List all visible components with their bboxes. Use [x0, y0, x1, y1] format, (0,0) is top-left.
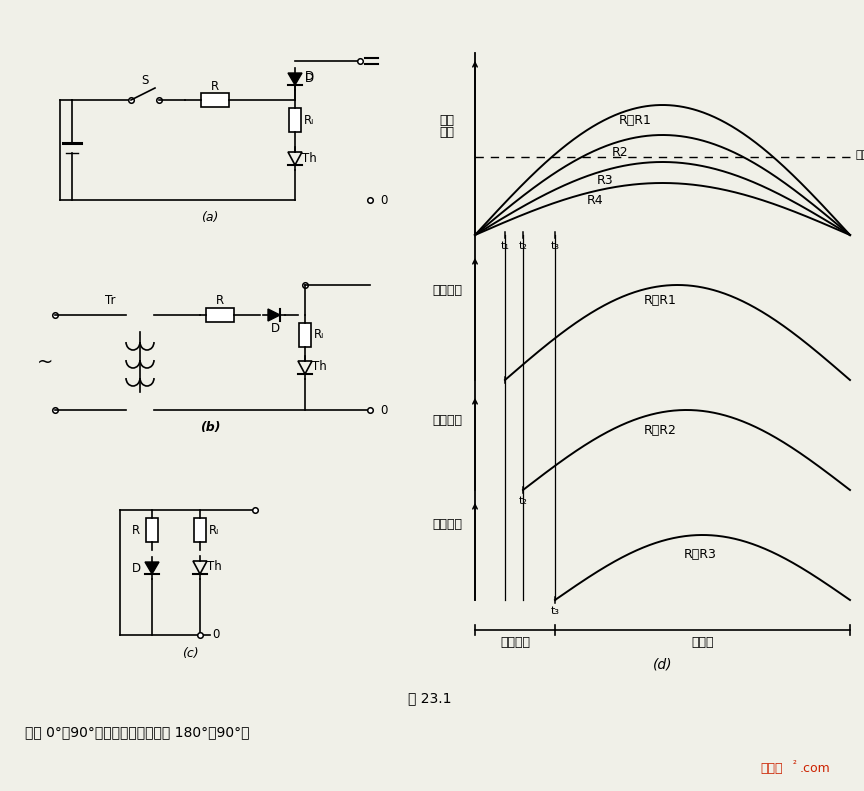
- Text: 围为 0°～90°，电流流通的角度为 180°～90°。: 围为 0°～90°，电流流通的角度为 180°～90°。: [25, 725, 250, 739]
- Text: t₂: t₂: [518, 496, 527, 506]
- Text: t₁: t₁: [500, 241, 510, 251]
- Text: R2: R2: [612, 146, 628, 160]
- Text: t₃: t₃: [550, 606, 560, 616]
- Text: Rₗ: Rₗ: [209, 524, 219, 536]
- Text: R: R: [216, 294, 224, 308]
- Text: Rₗ: Rₗ: [314, 328, 324, 342]
- Text: Th: Th: [206, 561, 221, 573]
- Bar: [206, 308, 234, 322]
- Polygon shape: [268, 309, 280, 321]
- Text: D: D: [304, 71, 314, 85]
- Text: .com: .com: [800, 762, 831, 774]
- Bar: [194, 518, 206, 542]
- Text: 负载电流: 负载电流: [432, 518, 462, 532]
- Text: R3: R3: [597, 173, 613, 187]
- Text: (d): (d): [652, 658, 672, 672]
- Bar: [201, 93, 229, 107]
- Bar: [299, 323, 311, 347]
- Text: 负载电流: 负载电流: [432, 414, 462, 426]
- Text: 0: 0: [380, 194, 387, 206]
- Text: R＝R1: R＝R1: [619, 113, 651, 127]
- Text: ²: ²: [793, 760, 797, 770]
- Text: Tr: Tr: [105, 293, 115, 306]
- Text: R4: R4: [587, 195, 603, 207]
- Text: 0: 0: [212, 629, 219, 642]
- Text: 负载电流: 负载电流: [432, 283, 462, 297]
- Text: D: D: [131, 562, 141, 576]
- Text: 导通角: 导通角: [691, 637, 714, 649]
- Bar: [289, 108, 301, 132]
- Text: R＝R3: R＝R3: [683, 548, 716, 562]
- Text: t₃: t₃: [550, 241, 560, 251]
- Text: 0: 0: [380, 403, 387, 417]
- Text: D: D: [270, 323, 280, 335]
- Text: R＝R1: R＝R1: [644, 293, 677, 306]
- Polygon shape: [145, 562, 159, 574]
- Text: R: R: [132, 524, 140, 536]
- Text: S: S: [142, 74, 149, 86]
- Text: 接线图: 接线图: [760, 762, 783, 774]
- Text: (c): (c): [181, 646, 199, 660]
- Text: ~: ~: [37, 353, 54, 372]
- Text: 要求的触发电流: 要求的触发电流: [855, 150, 864, 160]
- Text: D: D: [304, 70, 314, 84]
- Text: (b): (b): [200, 422, 220, 434]
- Bar: [146, 518, 158, 542]
- Text: R: R: [211, 80, 219, 93]
- Text: 图 23.1: 图 23.1: [409, 691, 452, 705]
- Text: 电流: 电流: [440, 127, 454, 139]
- Polygon shape: [288, 73, 302, 85]
- Text: (a): (a): [201, 211, 219, 225]
- Text: Rₗ: Rₗ: [304, 113, 314, 127]
- Text: t₂: t₂: [518, 241, 527, 251]
- Text: Th: Th: [302, 152, 316, 165]
- Text: R＝R2: R＝R2: [644, 423, 677, 437]
- Text: 控制: 控制: [440, 113, 454, 127]
- Text: Th: Th: [312, 361, 327, 373]
- Text: 触发延时: 触发延时: [500, 637, 530, 649]
